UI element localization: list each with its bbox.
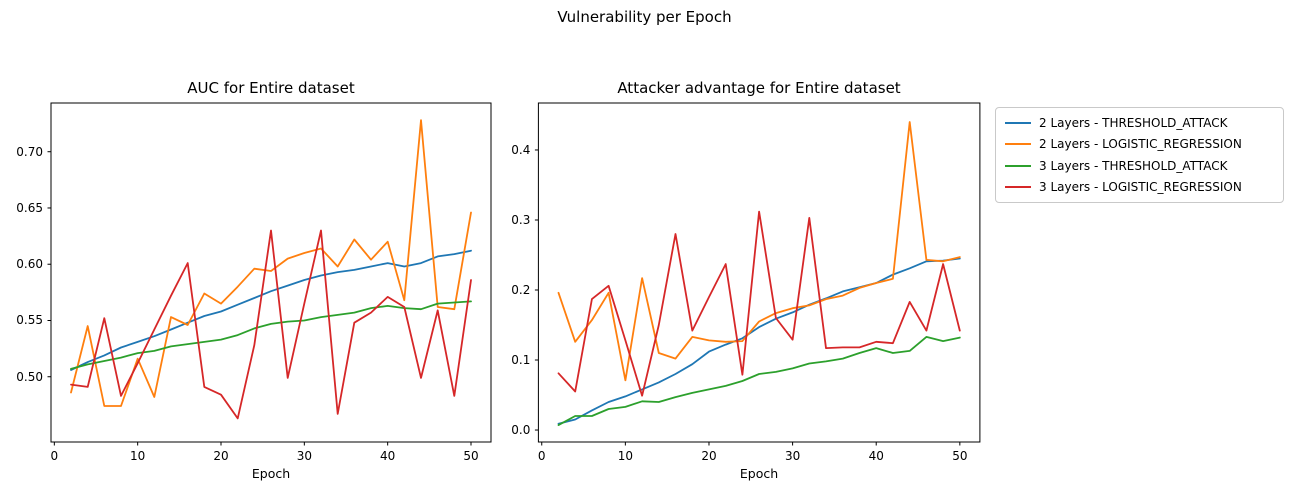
y-tick-label: 0.55 — [16, 313, 43, 328]
y-tick-label: 0.4 — [511, 142, 531, 157]
y-tick-label: 0.3 — [511, 212, 531, 227]
x-tick-label: 10 — [130, 449, 146, 463]
x-tick-label: 30 — [784, 449, 801, 463]
y-tick-label: 0.50 — [16, 369, 43, 384]
axes-frame — [537, 102, 981, 443]
legend-item: 3 Layers - LOGISTIC_REGRESSION — [1005, 180, 1274, 194]
left-chart-title: AUC for Entire dataset — [187, 79, 355, 97]
x-tick-label: 20 — [701, 449, 717, 463]
y-tick-label: 0.2 — [511, 283, 531, 297]
figure-suptitle: Vulnerability per Epoch — [557, 8, 732, 26]
x-tick-label: 30 — [296, 449, 312, 463]
x-tick-label: 40 — [380, 449, 396, 463]
x-tick-label: 0 — [50, 449, 59, 463]
y-tick-label: 0.60 — [16, 257, 43, 272]
right-chart-xlabel: Epoch — [739, 466, 779, 481]
y-tick-label: 0.1 — [511, 353, 531, 367]
x-tick-label: 50 — [952, 449, 968, 463]
legend-line-swatch-blue — [1005, 121, 1031, 124]
legend-item-label: 3 Layers - THRESHOLD_ATTACK — [1039, 158, 1228, 173]
axes-frame — [50, 102, 492, 443]
y-tick-label: 0.0 — [511, 423, 531, 438]
series-line-2-layers-threshold-attack — [70, 249, 472, 371]
x-tick-label: 0 — [537, 449, 546, 463]
x-tick-label: 40 — [868, 449, 884, 463]
series-line-3-layers-logistic-regression — [557, 210, 961, 397]
x-tick-label: 10 — [617, 449, 633, 463]
x-tick-label: 50 — [463, 449, 479, 463]
y-tick-label: 0.70 — [16, 144, 43, 159]
left-chart-xlabel: Epoch — [251, 466, 291, 481]
legend-item: 2 Layers - LOGISTIC_REGRESSION — [1005, 137, 1274, 151]
legend-line-swatch-red — [1005, 186, 1031, 189]
legend-item-label: 2 Layers - LOGISTIC_REGRESSION — [1039, 137, 1242, 152]
axes-auc — [47, 102, 492, 446]
series-line-3-layers-threshold-attack — [557, 335, 961, 427]
legend-item: 3 Layers - THRESHOLD_ATTACK — [1005, 159, 1274, 173]
series-line-2-layers-logistic-regression — [557, 121, 961, 382]
legend-item: 2 Layers - THRESHOLD_ATTACK — [1005, 116, 1274, 130]
right-chart-title: Attacker advantage for Entire dataset — [617, 79, 901, 97]
series-line-3-layers-logistic-regression — [70, 229, 472, 420]
legend-line-swatch-orange — [1005, 143, 1031, 146]
legend-item-label: 3 Layers - LOGISTIC_REGRESSION — [1039, 180, 1242, 195]
legend-box: 2 Layers - THRESHOLD_ATTACK 2 Layers - L… — [995, 107, 1284, 203]
legend-line-swatch-green — [1005, 164, 1031, 167]
series-line-2-layers-logistic-regression — [70, 119, 472, 407]
x-tick-label: 20 — [213, 449, 229, 463]
axes-advantage — [534, 102, 981, 446]
y-tick-label: 0.65 — [16, 200, 43, 215]
legend-item-label: 2 Layers - THRESHOLD_ATTACK — [1039, 115, 1228, 130]
